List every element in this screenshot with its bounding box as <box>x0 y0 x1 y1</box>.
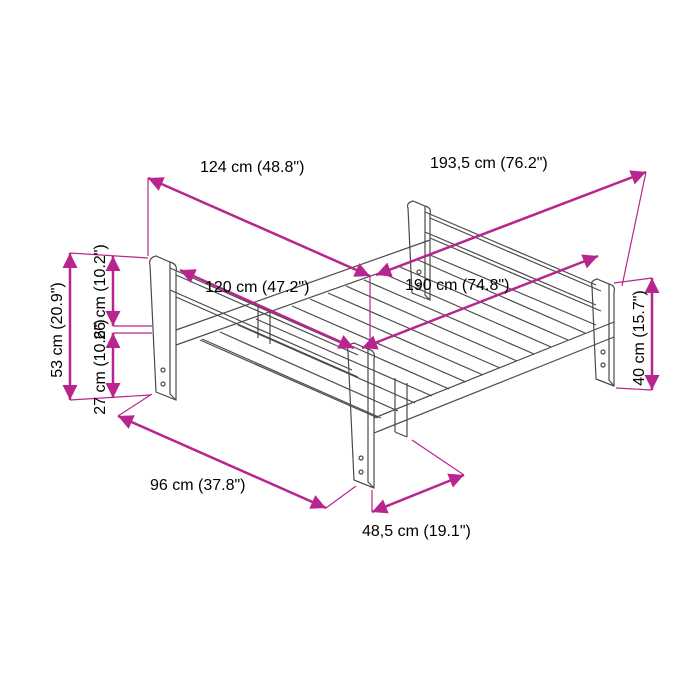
dimension-diagram: 124 cm (48.8") 193,5 cm (76.2") 120 cm (… <box>0 0 700 700</box>
label-width-inner: 120 cm (47.2") <box>205 279 309 296</box>
label-height-foot: 40 cm (15.7") <box>631 290 648 386</box>
label-width-outer: 124 cm (48.8") <box>200 159 304 176</box>
bed-outline <box>150 201 615 488</box>
label-length-inner: 190 cm (74.8") <box>405 277 509 294</box>
label-height-head: 53 cm (20.9") <box>49 282 66 378</box>
label-head-bottom: 27 cm (10.6") <box>92 319 109 415</box>
label-length-outer: 193,5 cm (76.2") <box>430 155 548 172</box>
label-depth-bottom: 96 cm (37.8") <box>150 477 246 494</box>
label-slat-section: 48,5 cm (19.1") <box>362 523 471 540</box>
